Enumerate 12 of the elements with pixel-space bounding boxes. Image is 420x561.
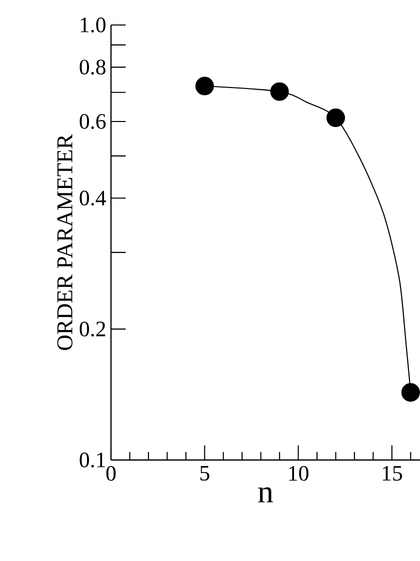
y-axis-title: ORDER PARAMETER xyxy=(57,134,72,350)
x-tick-label: 0 xyxy=(106,466,116,481)
y-tick-label: 0.8 xyxy=(80,60,106,75)
y-tick-label: 1.0 xyxy=(80,18,106,32)
x-axis-title: n xyxy=(258,487,273,502)
x-tick-label: 5 xyxy=(200,466,210,481)
y-tick-label: 0.4 xyxy=(80,190,106,206)
y-tick-label: 0.2 xyxy=(80,322,106,337)
y-tick-label: 0.1 xyxy=(80,452,105,468)
x-tick-label: 15 xyxy=(382,466,402,481)
y-tick-label: 0.6 xyxy=(80,114,106,129)
x-tick-label: 10 xyxy=(289,466,308,481)
